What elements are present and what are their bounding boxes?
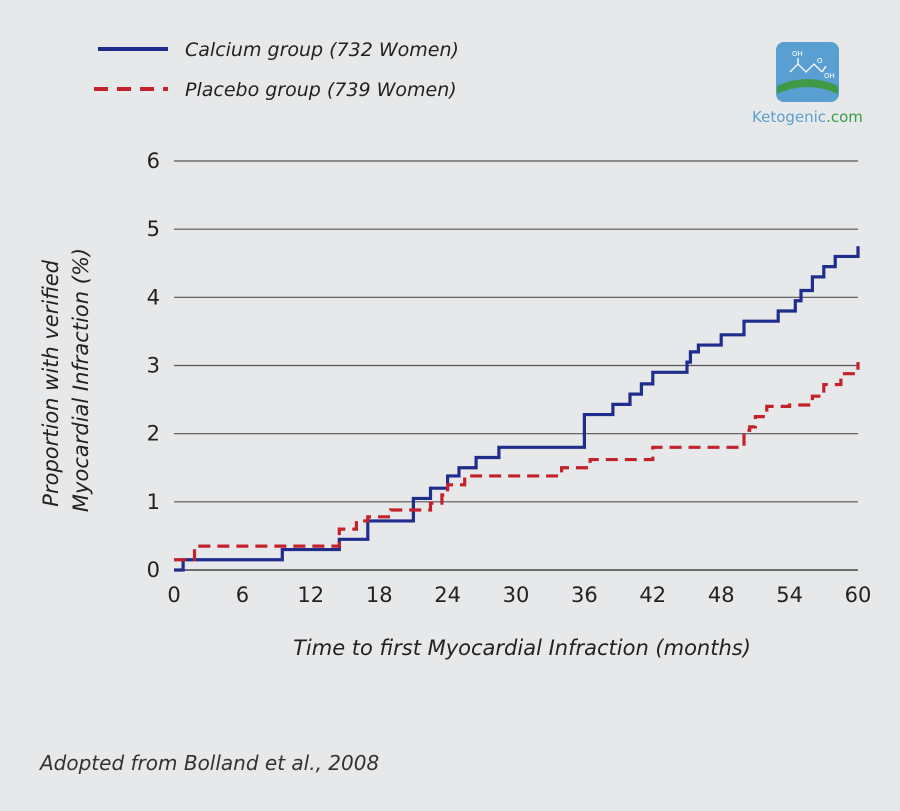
x-tick-label: 0: [167, 583, 180, 607]
x-tick-label: 24: [434, 583, 461, 607]
x-tick-label: 36: [571, 583, 598, 607]
x-axis-label: Time to first Myocardial Infraction (mon…: [293, 636, 751, 660]
y-tick-label: 4: [147, 285, 160, 309]
x-tick-labels: 0 6 12 18 24 30 36 42 48 54 60: [167, 583, 871, 607]
brand-logo: OH O OH Ketogenic.com: [752, 42, 863, 126]
source-caption: Adopted from Bolland et al., 2008: [38, 751, 379, 775]
legend-label-calcium: Calcium group (732 Women): [185, 39, 459, 61]
logo-smile: [777, 79, 838, 94]
y-axis-label-line1: Proportion with verified: [39, 259, 63, 506]
y-tick-label: 3: [147, 354, 160, 378]
y-tick-label: 5: [147, 217, 160, 241]
brand-name: Ketogenic: [752, 108, 826, 126]
legend: Calcium group (732 Women) Placebo group …: [94, 39, 459, 101]
brand-wordmark: Ketogenic.com: [752, 108, 863, 126]
x-tick-label: 54: [776, 583, 803, 607]
x-tick-label: 42: [639, 583, 666, 607]
gridlines: [174, 160, 858, 571]
y-tick-label: 0: [147, 558, 160, 582]
x-tick-label: 60: [845, 583, 872, 607]
series-lines: [174, 246, 860, 572]
logo-o-label: O: [817, 57, 823, 65]
x-tick-label: 18: [366, 583, 393, 607]
series-line-placebo: [174, 362, 860, 562]
y-axis-label: Proportion with verified Myocardial Infr…: [39, 248, 93, 512]
logo-oh-label: OH: [792, 50, 803, 58]
y-tick-label: 6: [147, 149, 160, 173]
legend-label-placebo: Placebo group (739 Women): [185, 79, 457, 101]
x-tick-label: 12: [297, 583, 324, 607]
x-tick-label: 6: [236, 583, 249, 607]
y-tick-labels: 0 1 2 3 4 5 6: [147, 149, 160, 582]
series-line-calcium: [174, 246, 860, 572]
logo-oh2-label: OH: [824, 72, 835, 80]
y-axis-label-line2: Myocardial Infraction (%): [69, 248, 93, 512]
x-tick-label: 48: [708, 583, 735, 607]
logo-molecule: [789, 58, 827, 73]
y-tick-label: 1: [147, 490, 160, 514]
y-tick-label: 2: [147, 422, 160, 446]
brand-suffix: .com: [826, 108, 863, 126]
x-tick-label: 30: [503, 583, 530, 607]
